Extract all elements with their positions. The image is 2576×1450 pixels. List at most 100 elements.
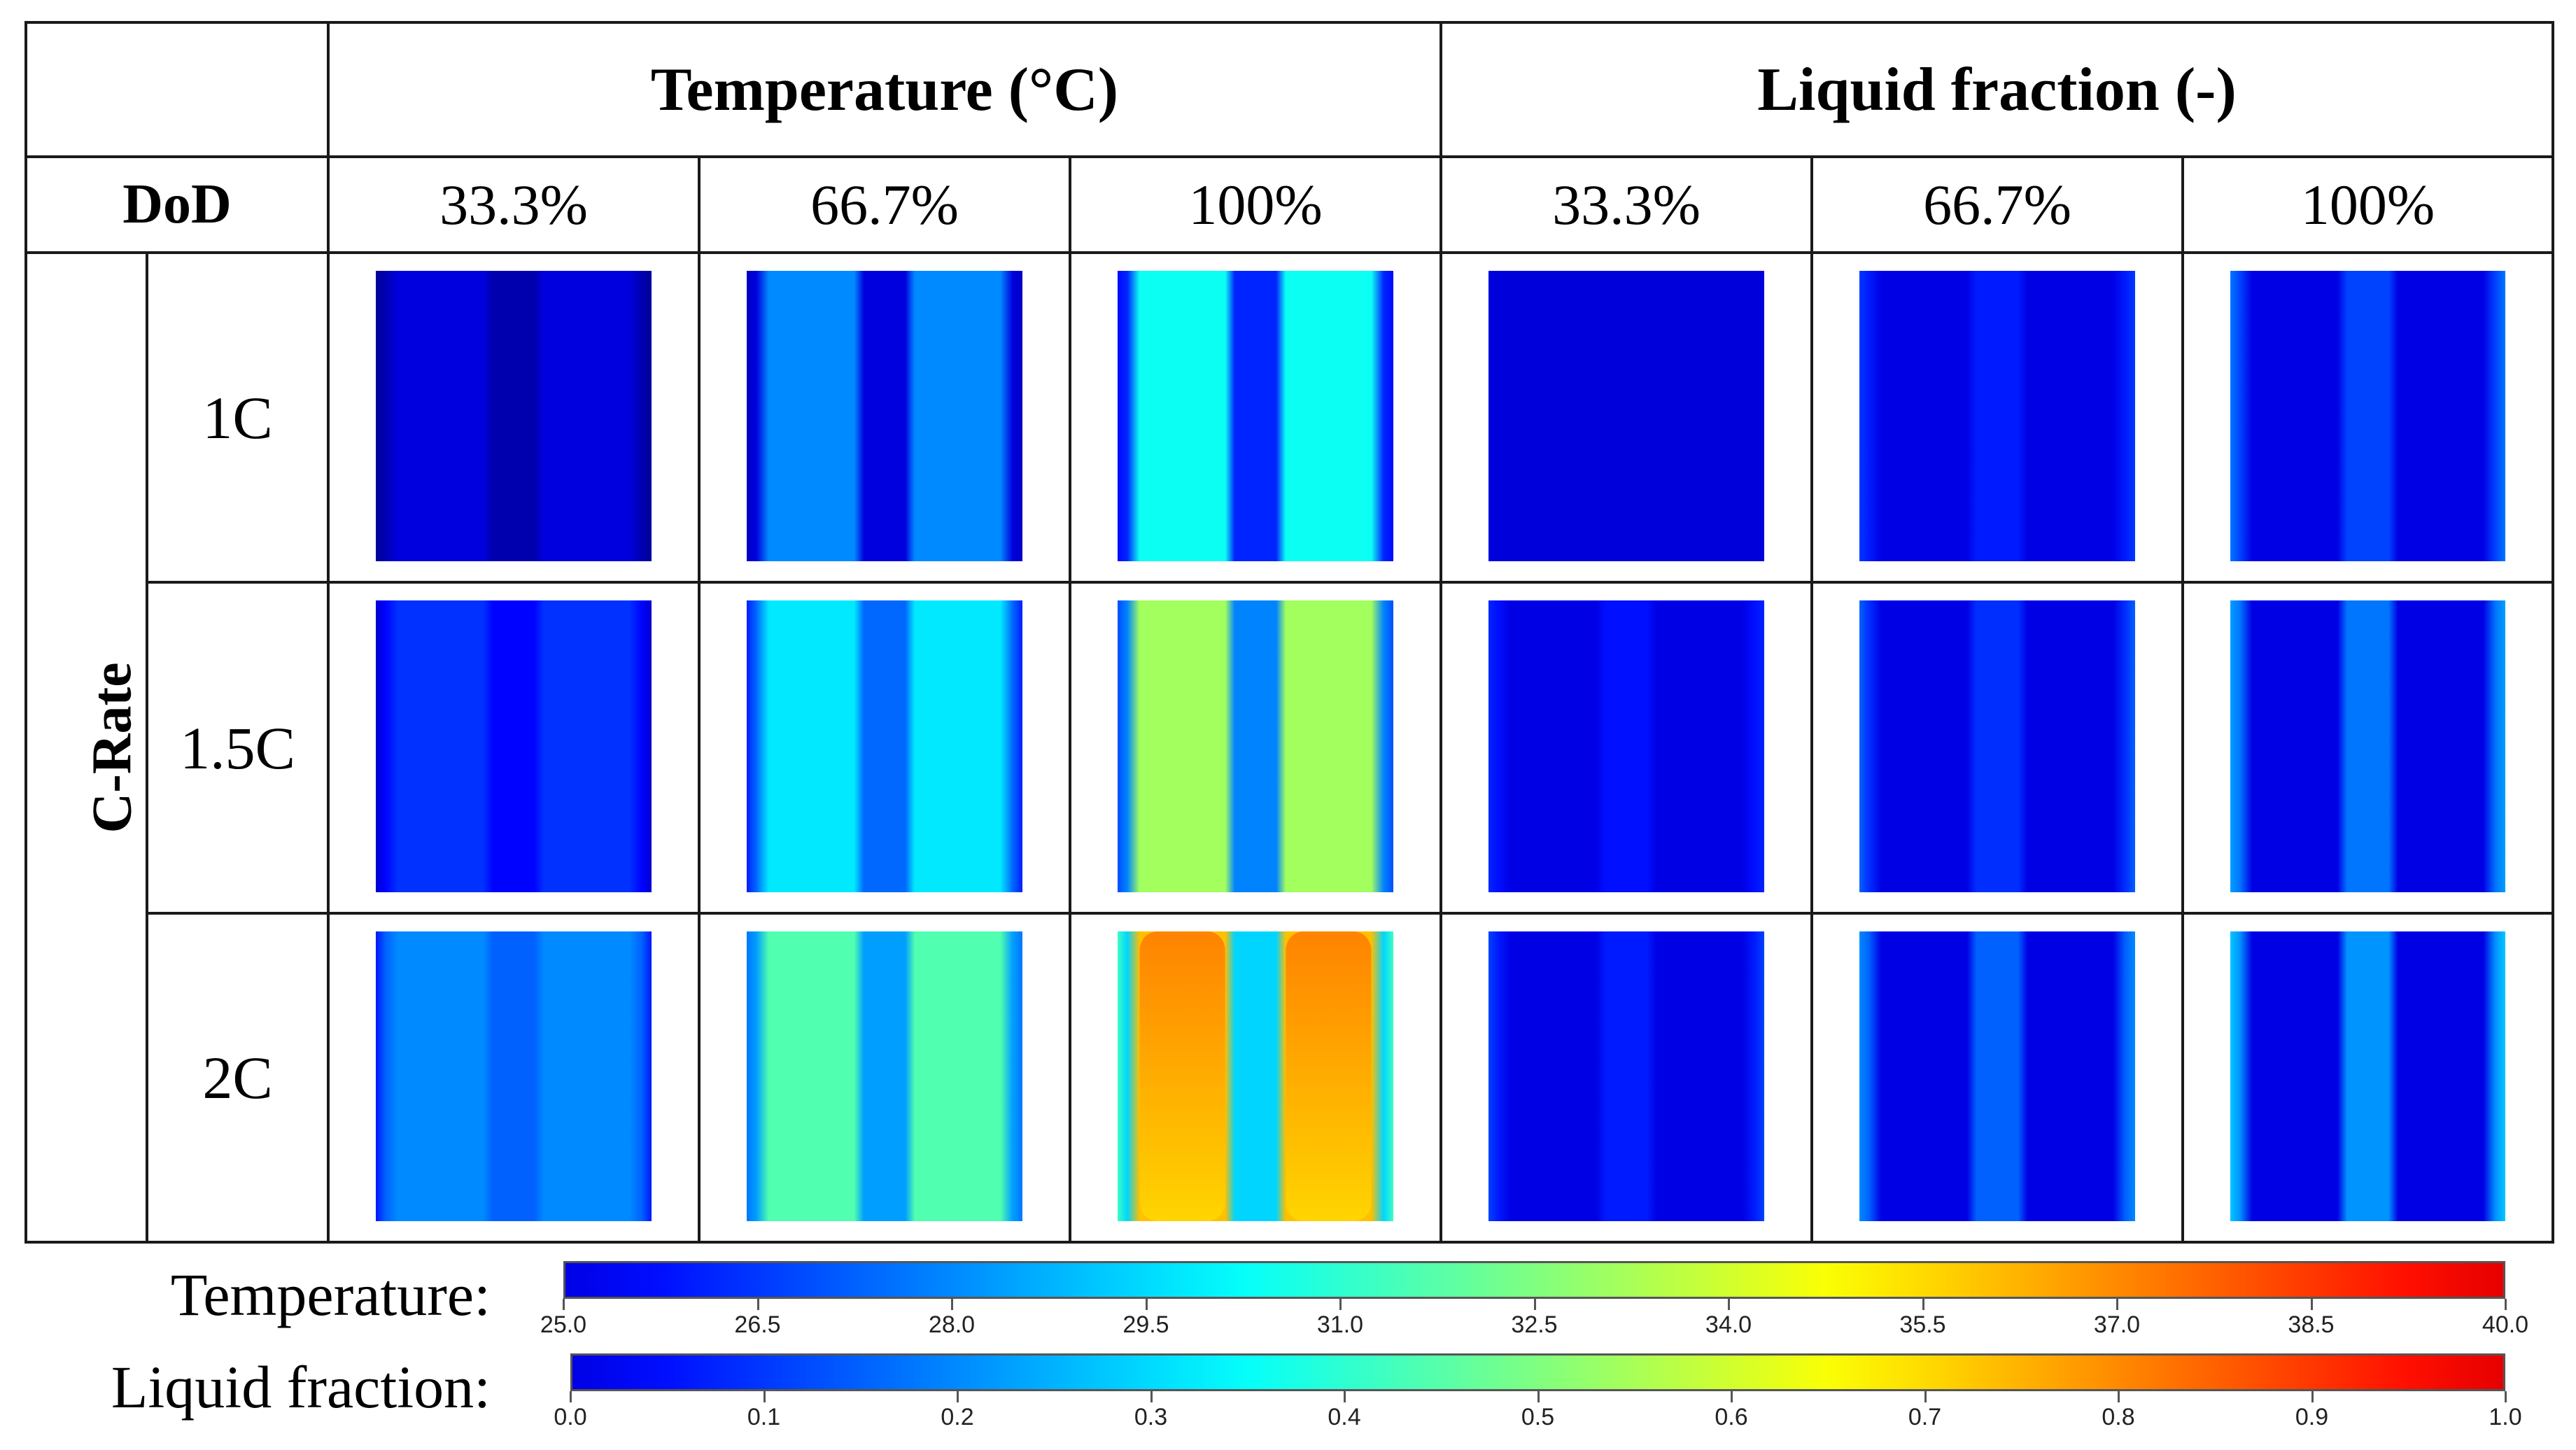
contour-plot [1859, 600, 2136, 892]
legend-tick-label: 0.0 [554, 1404, 587, 1430]
contour-cell [1810, 251, 2185, 584]
contour-plot [1488, 600, 1765, 892]
contour-field [1118, 271, 1394, 561]
contour-image [1859, 600, 2136, 892]
contour-field [1859, 600, 2136, 892]
legend-tick [2505, 1299, 2507, 1310]
contour-cell [1440, 581, 1814, 915]
legend-tick [2116, 1299, 2118, 1310]
legend-tick-label: 0.7 [1908, 1404, 1942, 1430]
contour-image [2230, 271, 2506, 561]
legend-tick [1537, 1391, 1540, 1402]
contour-image [2230, 600, 2506, 892]
dod-liquid-33: 33.3% [1440, 155, 1814, 254]
contour-plot [747, 931, 1022, 1221]
contour-image [747, 931, 1022, 1221]
contour-plot [747, 271, 1022, 561]
legend-tick [957, 1391, 959, 1402]
contour-image [747, 271, 1022, 561]
legend-tick [951, 1299, 953, 1310]
contour-image [2230, 931, 2506, 1221]
legend-tick [1344, 1391, 1346, 1402]
contour-plot [1118, 600, 1394, 892]
contour-image [1118, 931, 1394, 1221]
contour-image [1859, 931, 2136, 1221]
contour-plot [1118, 271, 1394, 561]
legend-tick [563, 1299, 565, 1310]
contour-plot [2230, 271, 2506, 561]
legend-tick-label: 0.6 [1715, 1404, 1748, 1430]
dod-liquid-100: 100% [2181, 155, 2555, 254]
liquid-fraction-legend-label: Liquid fraction: [111, 1353, 491, 1421]
contour-plot [1859, 271, 2136, 561]
legend-tick-label: 0.2 [941, 1404, 974, 1430]
contour-plot [1859, 931, 2136, 1221]
contour-cell [1440, 251, 1814, 584]
legend-tick-label: 29.5 [1122, 1311, 1169, 1338]
contour-image [376, 271, 652, 561]
contour-plot [747, 600, 1022, 892]
temperature-colorbar [563, 1261, 2505, 1299]
contour-field [1118, 600, 1394, 892]
contour-image [1118, 271, 1394, 561]
contour-field [1488, 271, 1765, 561]
legend-tick [2310, 1299, 2313, 1310]
contour-field [2230, 600, 2506, 892]
corner-cell [24, 21, 330, 158]
contour-image [1488, 271, 1765, 561]
contour-field [1859, 271, 2136, 561]
dod-temp-33: 33.3% [327, 155, 701, 254]
contour-cell [327, 251, 701, 584]
hot-core-region [1286, 931, 1372, 1221]
contour-image [747, 600, 1022, 892]
temperature-group-header: Temperature (°C) [326, 21, 1443, 158]
legend-tick-label: 31.0 [1316, 1311, 1364, 1338]
contour-image [1488, 600, 1765, 892]
dod-temp-67: 66.7% [698, 155, 1071, 254]
legend-tick-label: 0.4 [1328, 1404, 1361, 1430]
contour-field [2230, 931, 2506, 1221]
legend-tick-label: 25.0 [540, 1311, 587, 1338]
contour-plot [2230, 931, 2506, 1221]
legend-tick [1339, 1299, 1342, 1310]
contour-cell [2181, 581, 2555, 915]
contour-field [747, 271, 1022, 561]
contour-field [376, 931, 652, 1221]
contour-image [1859, 271, 2136, 561]
legend-tick [1150, 1391, 1153, 1402]
hot-core-region [1139, 931, 1225, 1221]
contour-cell [698, 251, 1071, 584]
contour-plot [376, 931, 652, 1221]
legend-tick-label: 0.5 [1521, 1404, 1555, 1430]
legend-tick-label: 1.0 [2489, 1404, 2522, 1430]
contour-field [1859, 931, 2136, 1221]
legend-tick-label: 38.5 [2288, 1311, 2335, 1338]
row-label-2c: 2C [146, 912, 330, 1244]
contour-cell [2181, 251, 2555, 584]
row-label-1c: 1C [146, 251, 330, 584]
legend-tick-label: 0.3 [1134, 1404, 1168, 1430]
contour-cell [2181, 912, 2555, 1244]
legend-tick-label: 40.0 [2482, 1311, 2529, 1338]
contour-plot [376, 600, 652, 892]
legend-tick [1924, 1391, 1927, 1402]
contour-image [1118, 600, 1394, 892]
contour-field [747, 600, 1022, 892]
contour-cell [698, 912, 1071, 1244]
contour-field [747, 931, 1022, 1221]
contour-field [2230, 271, 2506, 561]
contour-cell [327, 912, 701, 1244]
contour-plot [1118, 931, 1394, 1221]
contour-field [376, 600, 652, 892]
contour-field [376, 271, 652, 561]
contour-cell [327, 581, 701, 915]
legend-tick-label: 26.5 [734, 1311, 781, 1338]
contour-plot [1488, 271, 1765, 561]
legend-tick [2118, 1391, 2120, 1402]
legend-tick [2311, 1391, 2314, 1402]
results-table: Temperature (°C) Liquid fraction (-) DoD… [24, 21, 2555, 1244]
legend-tick-label: 0.9 [2295, 1404, 2329, 1430]
contour-field [1488, 600, 1765, 892]
legend-tick-label: 35.5 [1899, 1311, 1946, 1338]
legend-tick-label: 0.8 [2102, 1404, 2135, 1430]
